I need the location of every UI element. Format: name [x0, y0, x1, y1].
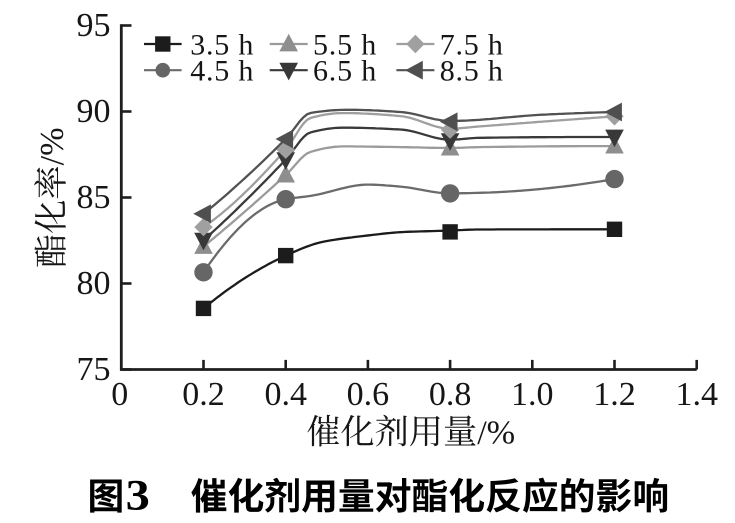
svg-text:1.4: 1.4 — [675, 376, 718, 413]
svg-text:75: 75 — [77, 351, 111, 388]
svg-text:1.0: 1.0 — [511, 376, 554, 413]
svg-text:/%: /% — [34, 127, 71, 165]
svg-text:1.2: 1.2 — [593, 376, 636, 413]
svg-text:85: 85 — [77, 179, 111, 216]
svg-text:95: 95 — [77, 7, 111, 44]
svg-text:3: 3 — [126, 470, 150, 518]
svg-text:0.4: 0.4 — [264, 376, 307, 413]
svg-text:0.6: 0.6 — [347, 376, 390, 413]
svg-text:0.8: 0.8 — [429, 376, 472, 413]
svg-text:0: 0 — [111, 376, 128, 413]
svg-text:6.5 h: 6.5 h — [313, 54, 377, 87]
svg-text:8.5 h: 8.5 h — [440, 54, 504, 87]
svg-text:3.5 h: 3.5 h — [190, 28, 254, 61]
svg-text:80: 80 — [77, 265, 111, 302]
svg-text:90: 90 — [77, 93, 111, 130]
svg-text:7.5 h: 7.5 h — [440, 28, 504, 61]
svg-text:/%: /% — [477, 415, 515, 452]
svg-text:4.5 h: 4.5 h — [190, 54, 254, 87]
svg-text:0.2: 0.2 — [182, 376, 225, 413]
svg-text:5.5 h: 5.5 h — [313, 28, 377, 61]
